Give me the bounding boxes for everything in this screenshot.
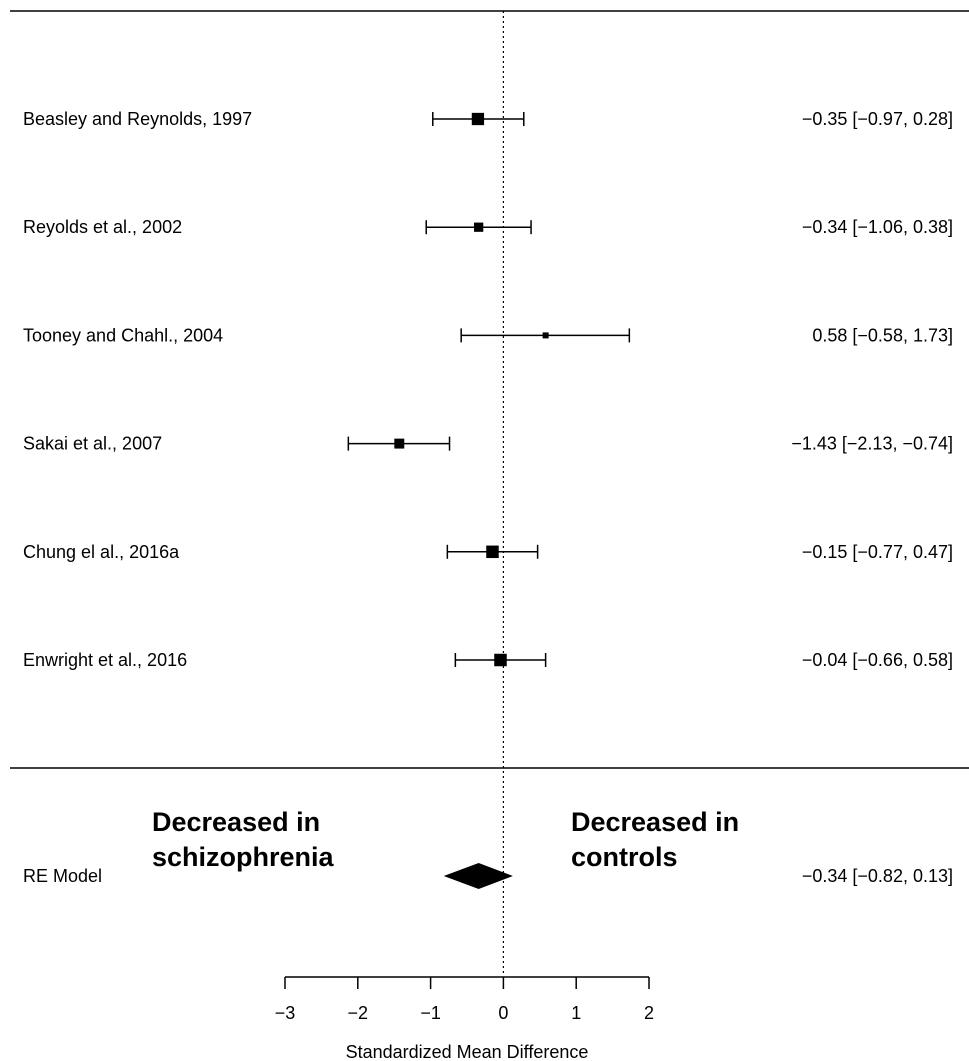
x-tick-label: −3 [275, 1003, 296, 1023]
annotation-left-line1: Decreased in [152, 807, 320, 837]
point-estimate-square [474, 222, 484, 232]
study-label: Tooney and Chahl., 2004 [23, 325, 223, 345]
x-tick-label: −1 [420, 1003, 441, 1023]
estimate-ci-text: −0.34 [−1.06, 0.38] [802, 217, 953, 237]
x-axis-label: Standardized Mean Difference [346, 1042, 589, 1061]
study-label: Enwright et al., 2016 [23, 650, 187, 670]
study-row: Beasley and Reynolds, 1997 −0.35 [−0.97, … [23, 109, 953, 129]
x-tick-label: 2 [644, 1003, 654, 1023]
estimate-ci-text: −0.15 [−0.77, 0.47] [802, 542, 953, 562]
estimate-ci-text: 0.58 [−0.58, 1.73] [812, 325, 953, 345]
point-estimate-square [471, 112, 485, 126]
point-estimate-square [494, 653, 507, 667]
point-estimate-square [542, 332, 549, 339]
study-rows: Beasley and Reynolds, 1997 −0.35 [−0.97, … [23, 109, 953, 670]
estimate-ci-text: −1.43 [−2.13, −0.74] [791, 434, 953, 454]
study-label: Chung el al., 2016a [23, 542, 180, 562]
summary-diamond [443, 863, 513, 889]
point-estimate-square [486, 545, 499, 559]
study-label: Beasley and Reynolds, 1997 [23, 109, 252, 129]
point-estimate-square [394, 438, 405, 449]
study-row: Chung el al., 2016a −0.15 [−0.77, 0.47] [23, 542, 953, 562]
study-label: Reyolds et al., 2002 [23, 217, 182, 237]
annotation-right-line1: Decreased in [571, 807, 739, 837]
summary-label: RE Model [23, 866, 102, 886]
estimate-ci-text: −0.35 [−0.97, 0.28] [802, 109, 953, 129]
x-tick-label: 0 [498, 1003, 508, 1023]
summary-row: RE Model −0.34 [−0.82, 0.13] [23, 863, 953, 889]
x-tick-label: −2 [348, 1003, 369, 1023]
estimate-ci-text: −0.04 [−0.66, 0.58] [802, 650, 953, 670]
x-axis: −3 −2 −1 0 1 2 [275, 976, 654, 1023]
study-label: Sakai et al., 2007 [23, 434, 162, 454]
annotation-right-line2: controls [571, 842, 678, 872]
study-row: Reyolds et al., 2002 −0.34 [−1.06, 0.38] [23, 217, 953, 237]
summary-estimate-text: −0.34 [−0.82, 0.13] [802, 866, 953, 886]
study-row: Sakai et al., 2007 −1.43 [−2.13, −0.74] [23, 434, 953, 454]
study-row: Enwright et al., 2016 −0.04 [−0.66, 0.58] [23, 650, 953, 670]
x-tick-label: 1 [571, 1003, 581, 1023]
study-row: Tooney and Chahl., 2004 0.58 [−0.58, 1.73… [23, 325, 953, 345]
annotation-left-line2: schizophrenia [152, 842, 335, 872]
